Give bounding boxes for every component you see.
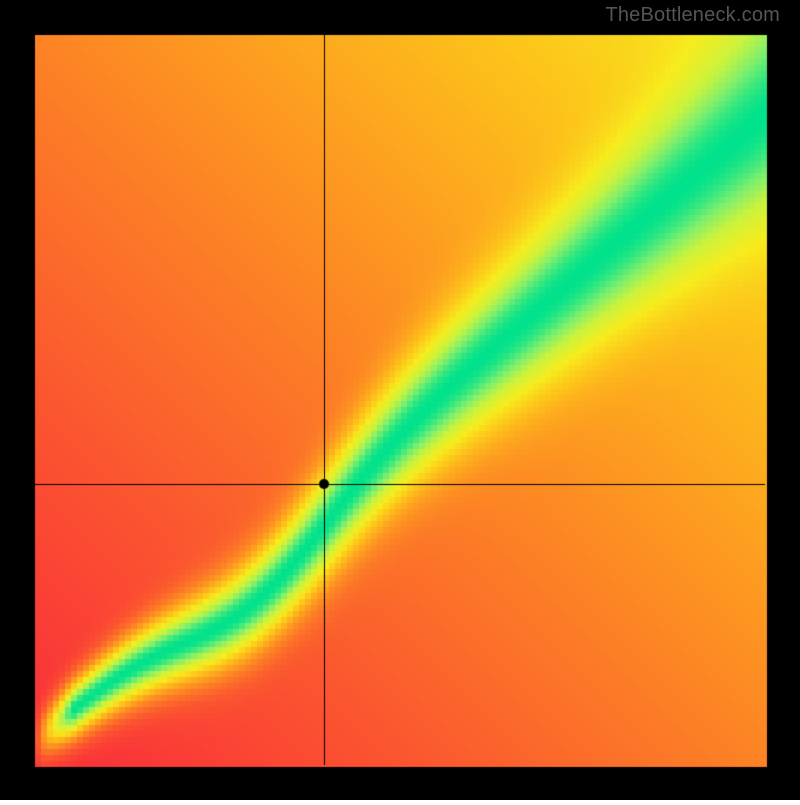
heatmap-canvas — [0, 0, 800, 800]
watermark-text: TheBottleneck.com — [605, 4, 780, 27]
chart-container: TheBottleneck.com — [0, 0, 800, 800]
heatmap-canvas-wrap — [0, 0, 800, 800]
